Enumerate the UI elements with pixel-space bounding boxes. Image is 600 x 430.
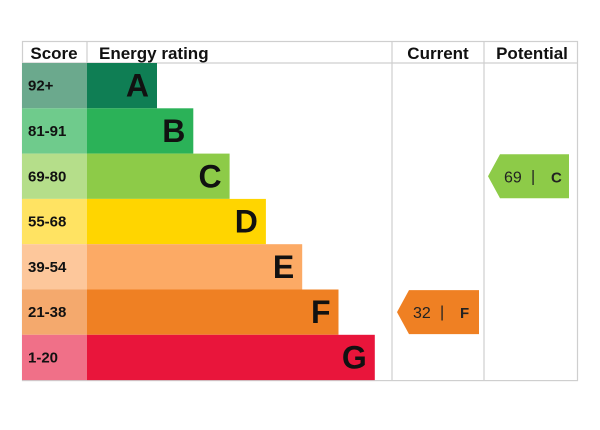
rating-bar [87,244,303,290]
band-row-a: 92+ A [22,63,157,109]
score-range-label: 92+ [28,78,54,95]
score-cell [22,198,87,245]
rating-bar [87,198,266,245]
band-letter: D [235,204,258,240]
score-cell [22,289,87,335]
rating-bar [87,289,339,335]
score-range-label: 21-38 [28,304,66,321]
score-cell [22,153,87,199]
score-range-label: 55-68 [28,214,66,231]
arrow-shape [488,154,569,199]
score-range-label: 1-20 [28,349,58,366]
band-letter: A [126,68,149,104]
band-row-e: 39-54 E [22,244,303,290]
rating-bar [87,153,230,199]
band-letter: G [342,339,367,375]
score-cell [22,244,87,290]
rating-band-letter: F [460,305,469,322]
current-header: Current [407,44,469,63]
rating-arrows: 32 | F 69 | C [397,154,569,335]
rating-bar [87,334,375,381]
rating-bar [87,108,194,154]
arrow-shape [397,290,479,335]
band-row-d: 55-68 D [22,198,266,245]
score-header: Score [30,44,77,63]
score-range-label: 39-54 [28,259,67,276]
rating-value: 69 [504,169,522,186]
band-letter: E [273,249,294,285]
potential-header: Potential [496,44,568,63]
score-cell [22,334,87,381]
band-row-c: 69-80 C [22,153,230,199]
score-range-label: 69-80 [28,168,66,185]
band-row-b: 81-91 B [22,108,194,154]
rating-bands: 92+ A 81-91 B 69-80 C 55-68 D 39-54 E 21-38 F 1-20 G [22,63,375,381]
arrow-separator: | [440,304,444,321]
rating-band-letter: C [551,169,562,186]
score-cell [22,108,87,154]
arrow-separator: | [531,168,535,185]
score-range-label: 81-91 [28,123,66,140]
score-cell [22,63,87,109]
rating-bar [87,63,157,109]
band-row-f: 21-38 F [22,289,339,335]
current-rating-arrow: 32 | F [397,290,479,335]
band-letter: C [198,158,221,194]
energy-rating-header: Energy rating [99,44,209,63]
column-headers: Score Energy rating Current Potential [30,44,568,63]
band-letter: B [162,113,185,149]
band-letter: F [311,294,331,330]
rating-value: 32 [413,305,431,322]
band-row-g: 1-20 G [22,334,375,381]
potential-rating-arrow: 69 | C [488,154,569,199]
